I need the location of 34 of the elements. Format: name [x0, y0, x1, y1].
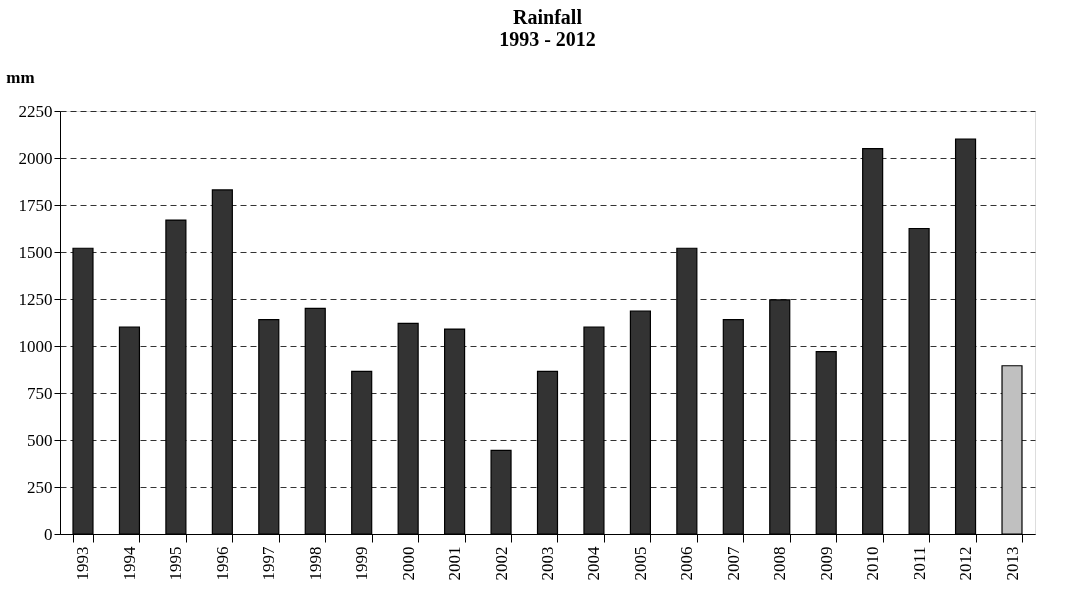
y-tick-label: 500	[27, 430, 53, 450]
x-tick-label: 1999	[352, 546, 372, 581]
x-tick-label: 2003	[538, 546, 557, 581]
x-tick-label: 2001	[445, 546, 465, 581]
y-tick-label: 1750	[18, 195, 53, 215]
y-tick-label: 2250	[18, 101, 53, 121]
chart-subtitle: 1993 - 2012	[499, 28, 596, 50]
y-axis-title: mm	[6, 67, 35, 87]
y-tick-label: 1500	[18, 242, 53, 262]
x-tick-label: 2002	[491, 546, 511, 581]
x-tick-label: 2005	[630, 546, 650, 581]
chart-title: Rainfall	[513, 6, 583, 28]
x-tick-label: 2011	[909, 546, 929, 580]
x-tick-label: 2013	[1002, 546, 1022, 581]
y-tick-label: 2000	[18, 148, 53, 168]
x-tick-label: 2008	[770, 546, 790, 581]
x-tick-label: 1994	[119, 546, 139, 581]
x-tick-label: 1993	[73, 546, 93, 581]
x-tick-label: 2007	[723, 546, 743, 581]
x-tick-label: 2004	[584, 546, 604, 581]
y-tick-label: 750	[27, 383, 53, 403]
x-tick-label: 1995	[166, 546, 186, 581]
x-tick-label: 1998	[305, 546, 325, 581]
y-tick-label: 250	[27, 477, 53, 497]
x-tick-label: 2006	[677, 546, 697, 581]
x-tick-label: 1996	[212, 546, 232, 581]
x-tick-label: 2010	[863, 546, 883, 581]
y-tick-label: 0	[44, 524, 53, 544]
x-tick-label: 2009	[816, 546, 836, 581]
x-tick-label: 1997	[259, 546, 279, 581]
y-tick-label: 1000	[18, 336, 53, 356]
y-tick-label: 1250	[18, 289, 53, 309]
x-tick-label: 2012	[956, 546, 976, 581]
x-tick-label: 2000	[398, 546, 418, 581]
